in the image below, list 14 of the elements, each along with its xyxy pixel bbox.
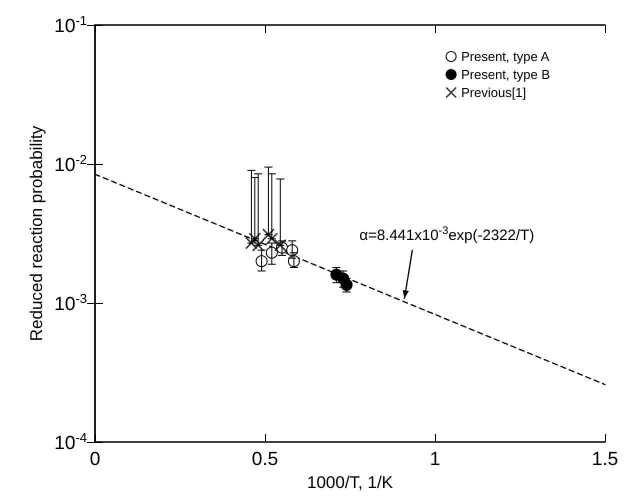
legend-label: Previous[1] [461, 85, 526, 100]
y-axis-title: Reduced reaction probability [27, 125, 46, 342]
x-tick-label: 0.5 [252, 449, 278, 470]
annotation: α=8.441x10$^{-3}$exp(-2322/T) [359, 224, 534, 244]
x-axis-title: 1000/T, 1/K [306, 473, 394, 492]
y-tick-label: 10$^{-3}$ [54, 290, 87, 315]
x-tick-label: 1.5 [592, 449, 618, 470]
x-tick-label: 1 [430, 449, 440, 470]
y-tick-label: 10$^{-1}$ [54, 12, 87, 37]
x-tick-label: 0 [90, 449, 100, 470]
y-tick-label: 10$^{-4}$ [54, 430, 87, 454]
legend-label: Present, type A [461, 49, 550, 64]
y-tick-label: 10$^{-2}$ [54, 152, 87, 176]
legend-label: Present, type B [461, 67, 550, 82]
